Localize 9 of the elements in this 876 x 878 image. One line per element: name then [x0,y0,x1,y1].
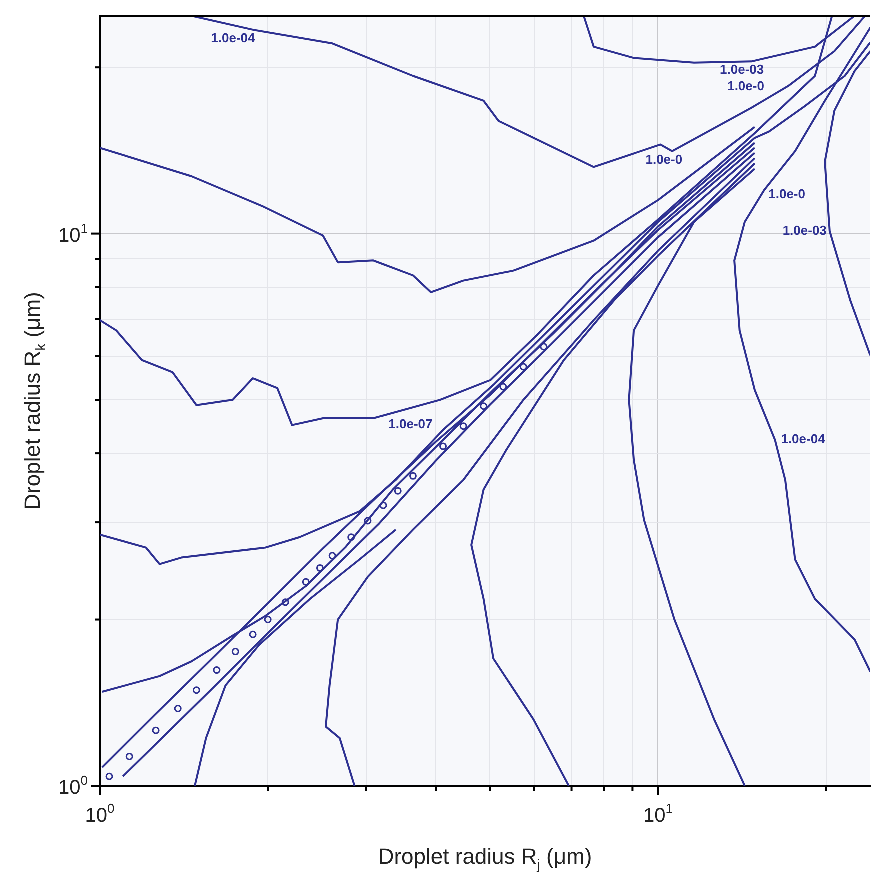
annotation: 1.0e-03 [720,62,764,78]
annotation: 1.0e-0 [728,78,764,94]
annotation: 1.0e-04 [211,30,256,46]
y-axis-title: Droplet radius Rk (μm) [20,292,48,510]
annotation: 1.0e-0 [646,152,683,167]
annotation: 1.0e-04 [781,432,826,447]
annotation: 1.0e-0 [768,186,806,202]
annotation: 1.0e-07 [388,416,433,432]
annotation: 1.0e-03 [782,223,827,238]
